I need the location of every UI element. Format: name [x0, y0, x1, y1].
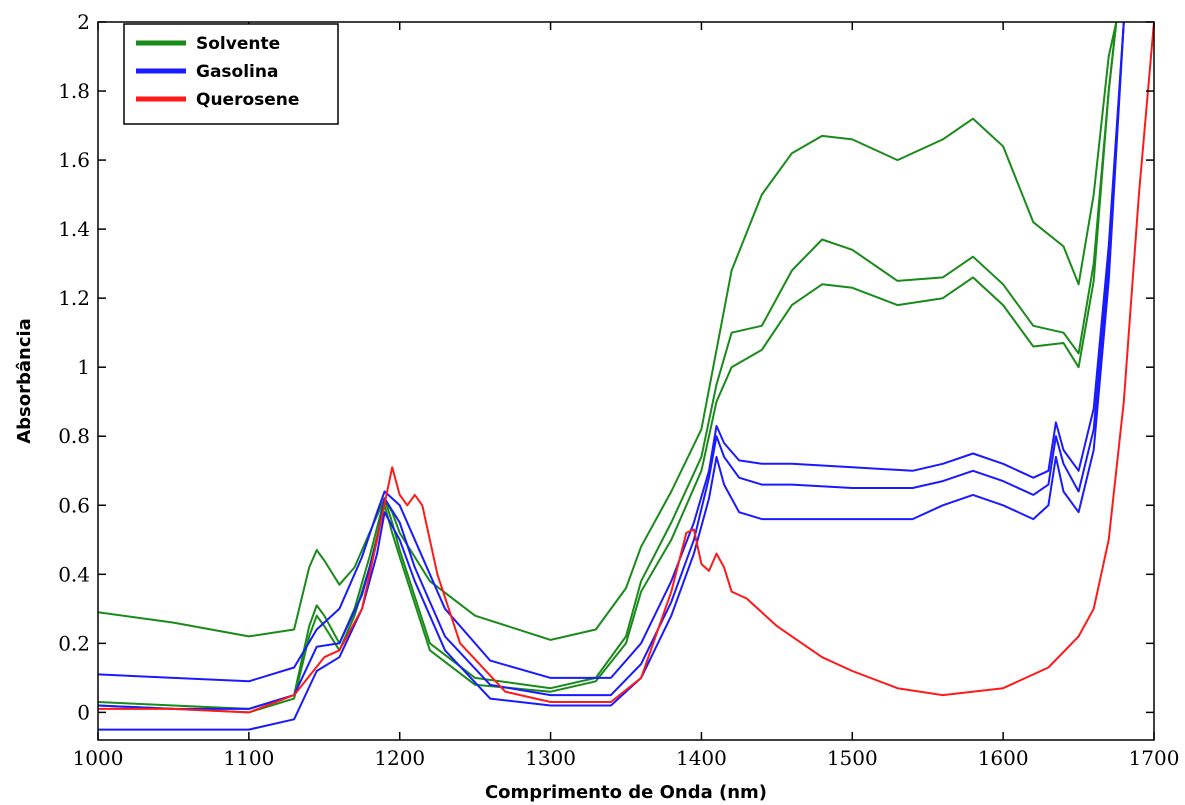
x-tick-label: 1000: [73, 746, 124, 770]
y-tick-label: 0.2: [58, 631, 90, 655]
y-axis-title: Absorbância: [14, 318, 35, 444]
x-axis-title: Comprimento de Onda (nm): [485, 782, 767, 803]
x-tick-label: 1100: [223, 746, 274, 770]
x-tick-label: 1500: [827, 746, 878, 770]
y-tick-label: 0.8: [58, 424, 90, 448]
plot-frame: [97, 21, 1155, 741]
x-tick-label: 1200: [374, 746, 425, 770]
y-axis: 0 0.2 0.4 0.6 0.8 1 1.2 1.4 1.6 1.8 2: [58, 10, 1154, 724]
y-tick-label: 1.4: [58, 217, 90, 241]
series-line-solvente-0: [98, 22, 1118, 641]
x-tick-label: 1700: [1129, 746, 1180, 770]
series-layer: [98, 22, 1154, 731]
legend-label-querosene: Querosene: [196, 90, 299, 110]
legend-label-solvente: Solvente: [196, 34, 280, 54]
series-line-solvente-2: [98, 22, 1118, 714]
legend-label-gasolina: Gasolina: [196, 62, 278, 82]
x-axis: 1000 1100 1200 1300 1400 1500 1600 1700: [73, 22, 1180, 770]
x-tick-label: 1400: [676, 746, 727, 770]
series-line-gasolina-4: [98, 22, 1125, 710]
y-tick-label: 1.2: [58, 286, 90, 310]
y-tick-label: 2: [77, 10, 90, 34]
x-tick-label: 1300: [525, 746, 576, 770]
y-tick-label: 0: [77, 700, 90, 724]
series-line-gasolina-5: [98, 22, 1125, 731]
y-tick-label: 0.4: [58, 562, 90, 586]
y-tick-label: 1.6: [58, 148, 90, 172]
series-line-querosene-6: [98, 22, 1154, 714]
y-tick-label: 1.8: [58, 79, 90, 103]
legend: Solvente Gasolina Querosene: [123, 23, 339, 125]
y-tick-label: 0.6: [58, 493, 90, 517]
x-tick-label: 1600: [978, 746, 1029, 770]
y-tick-label: 1: [77, 355, 90, 379]
series-line-solvente-1: [98, 22, 1118, 710]
series-line-gasolina-3: [98, 22, 1125, 683]
